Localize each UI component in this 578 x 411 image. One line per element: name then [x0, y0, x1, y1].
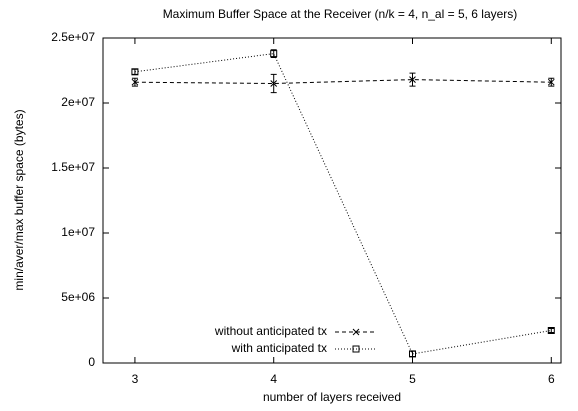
- marker: [270, 80, 278, 87]
- marker: [409, 76, 416, 83]
- y-tick-label: 2e+07: [61, 95, 95, 109]
- marker: [408, 350, 416, 358]
- y-axis-label: min/aver/max buffer space (bytes): [12, 109, 26, 290]
- y-tick-label: 0: [88, 355, 95, 369]
- chart-title: Maximum Buffer Space at the Receiver (n/…: [163, 7, 518, 21]
- y-tick-label: 5e+06: [61, 290, 95, 304]
- marker: [547, 327, 555, 334]
- x-tick-label: 5: [409, 372, 416, 386]
- error-bar: [548, 328, 555, 333]
- x-axis-label: number of layers received: [263, 390, 401, 404]
- series-line: [134, 79, 552, 85]
- y-tick-label: 1.5e+07: [51, 160, 95, 174]
- y-tick-label: 2.5e+07: [51, 30, 95, 44]
- marker: [131, 78, 139, 86]
- y-tick-label: 1e+07: [61, 225, 95, 239]
- series-line: [134, 53, 552, 355]
- marker: [131, 68, 139, 76]
- marker: [547, 78, 555, 86]
- error-bar: [131, 68, 138, 75]
- marker: [352, 328, 360, 336]
- error-bar: [409, 350, 416, 357]
- marker: [352, 345, 360, 353]
- x-tick-label: 6: [548, 372, 555, 386]
- x-tick-label: 4: [270, 372, 277, 386]
- legend-label: with anticipated tx: [231, 341, 327, 355]
- legend-label: without anticipated tx: [214, 324, 327, 338]
- x-tick-label: 3: [132, 372, 139, 386]
- plot-frame: [102, 37, 562, 364]
- marker: [270, 50, 278, 58]
